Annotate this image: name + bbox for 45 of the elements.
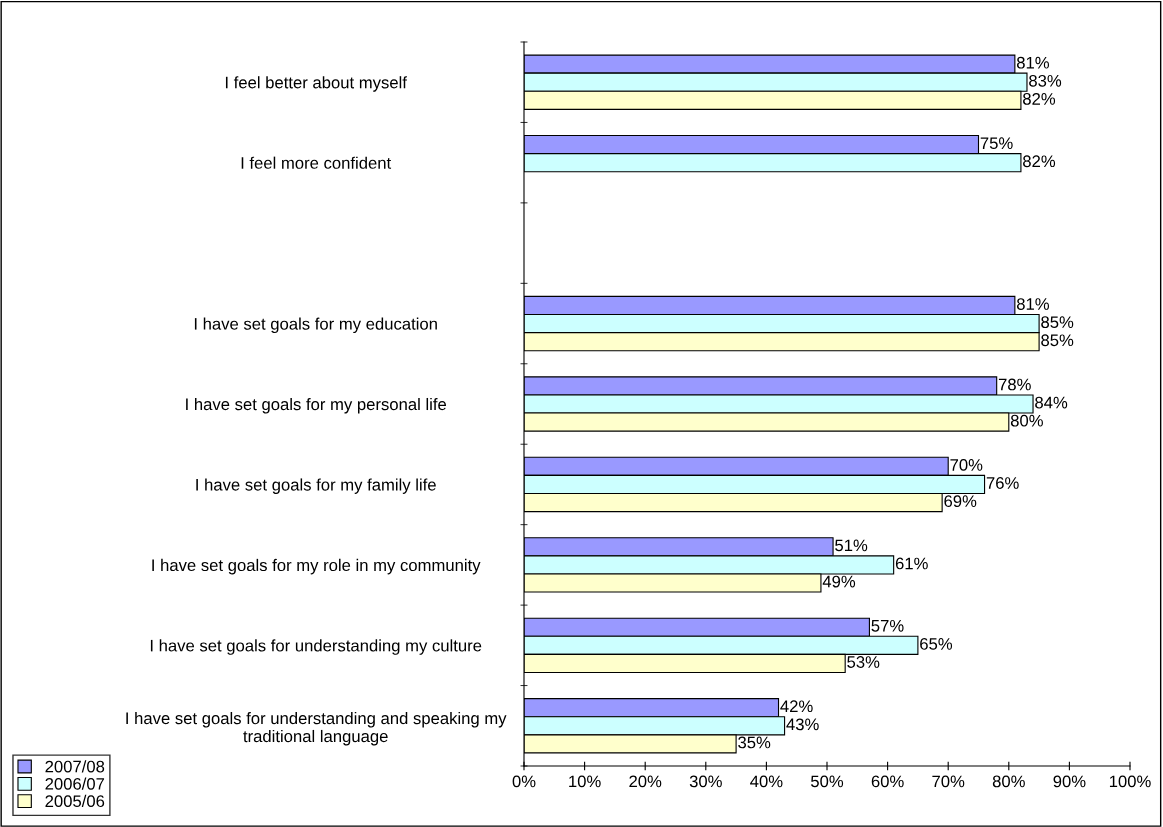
data-label: 81% bbox=[1016, 56, 1050, 69]
legend-label: 2005/06 bbox=[45, 794, 105, 808]
data-label: 57% bbox=[871, 619, 904, 632]
x-tick-label: 90% bbox=[1053, 775, 1086, 788]
y-tick-label: I have set goals for my family life bbox=[196, 478, 436, 494]
y-tick-label: I have set goals for understanding and speaking my traditional language bbox=[126, 711, 507, 746]
x-tick-label: 60% bbox=[871, 775, 904, 788]
data-label: 82% bbox=[1023, 92, 1056, 105]
data-label: 78% bbox=[998, 378, 1031, 391]
y-tick-label: I have set goals for my personal life bbox=[186, 397, 447, 414]
data-label: 81% bbox=[1016, 298, 1050, 310]
data-label: 35% bbox=[738, 736, 771, 749]
data-label: 75% bbox=[980, 137, 1013, 150]
data-label: 80% bbox=[1010, 414, 1043, 427]
data-label: 65% bbox=[920, 638, 953, 650]
data-label: 85% bbox=[1041, 316, 1074, 329]
x-tick-label: 80% bbox=[992, 775, 1025, 788]
legend-label: 2006/07 bbox=[45, 777, 105, 790]
legend-label: 2007/08 bbox=[45, 760, 105, 773]
data-label: 69% bbox=[944, 495, 977, 508]
x-tick-label: 10% bbox=[569, 775, 601, 788]
y-tick-label: I have set goals for my role in my community bbox=[152, 558, 481, 575]
data-label: 85% bbox=[1041, 334, 1074, 347]
y-tick-label: I feel better about myself bbox=[225, 76, 407, 92]
data-label: 70% bbox=[950, 459, 983, 471]
data-label: 42% bbox=[780, 700, 813, 713]
data-label: 49% bbox=[822, 575, 856, 588]
data-label: 61% bbox=[895, 557, 928, 570]
data-label: 84% bbox=[1035, 396, 1068, 409]
y-tick-label: I have set goals for my education bbox=[194, 317, 437, 334]
data-label: 43% bbox=[786, 718, 819, 731]
data-label: 83% bbox=[1029, 74, 1062, 87]
y-tick-label: I have set goals for understanding my culture bbox=[150, 639, 482, 655]
x-tick-label: 20% bbox=[629, 775, 662, 788]
x-tick-label: 40% bbox=[750, 775, 783, 788]
x-tick-label: 100% bbox=[1109, 775, 1151, 788]
x-tick-label: 70% bbox=[932, 775, 965, 788]
data-label: 51% bbox=[835, 539, 868, 552]
data-label: 76% bbox=[986, 477, 1019, 489]
data-label: 53% bbox=[847, 656, 880, 668]
x-tick-label: 0% bbox=[512, 775, 536, 788]
y-tick-label: I feel more confident bbox=[241, 156, 392, 169]
data-label: 82% bbox=[1023, 155, 1056, 168]
x-tick-label: 30% bbox=[689, 775, 722, 788]
x-tick-label: 50% bbox=[810, 775, 844, 788]
